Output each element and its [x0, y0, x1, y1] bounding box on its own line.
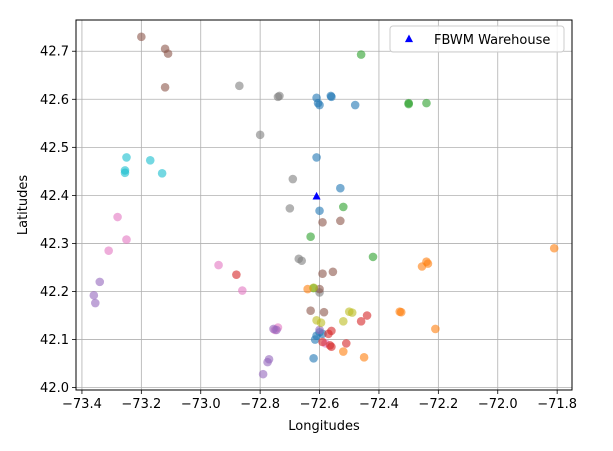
scatter-point	[316, 318, 326, 328]
scatter-point	[362, 311, 372, 320]
x-tick-label: −72.4	[359, 397, 399, 412]
legend-triangle-icon	[404, 34, 414, 43]
scatter-point	[214, 260, 223, 270]
y-tick-label: 42.6	[40, 93, 69, 108]
y-tick-label: 42.4	[40, 189, 69, 204]
scatter-point	[297, 256, 307, 266]
y-tick-label: 42.1	[40, 333, 69, 348]
scatter-point	[232, 270, 241, 279]
y-tick-label: 42.7	[40, 45, 69, 60]
scatter-point	[113, 212, 122, 222]
scatter-point	[238, 286, 247, 295]
scatter-point	[326, 91, 336, 101]
scatter-point	[255, 130, 265, 140]
x-tick-label: −72.2	[418, 397, 458, 412]
scatter-point	[359, 353, 369, 362]
x-tick-label: −73.2	[121, 397, 161, 412]
scatter-point	[309, 283, 318, 292]
scatter-point	[324, 329, 333, 339]
legend-label: FBWM Warehouse	[434, 33, 550, 48]
scatter-point	[336, 216, 345, 226]
data-points	[89, 32, 559, 379]
scatter-point	[89, 291, 99, 300]
plot-area	[76, 20, 572, 390]
scatter-point	[318, 269, 327, 279]
scatter-point	[288, 174, 298, 184]
warehouse-layer	[312, 191, 321, 200]
scatter-point	[306, 306, 315, 316]
warehouse-marker	[312, 191, 321, 200]
scatter-point	[163, 49, 173, 58]
scatter-point	[145, 156, 155, 165]
y-axis-ticks: 42.0 42.1 42.2 42.3 42.4 42.5 42.6 42.7	[40, 45, 76, 396]
y-tick-label: 42.5	[40, 141, 69, 156]
scatter-point	[341, 339, 351, 348]
scatter-point	[339, 347, 348, 356]
x-tick-label: −73.0	[181, 397, 221, 412]
scatter-point	[347, 308, 357, 317]
x-tick-label: −72.0	[478, 397, 518, 412]
scatter-point	[309, 353, 318, 363]
scatter-point	[396, 307, 406, 317]
scatter-point	[350, 100, 360, 110]
y-tick-label: 42.3	[40, 237, 69, 252]
x-tick-label: −71.8	[537, 397, 577, 412]
scatter-point	[91, 298, 100, 308]
scatter-point	[263, 357, 272, 367]
scatter-point	[235, 81, 244, 91]
scatter-point	[339, 202, 348, 212]
y-tick-label: 42.2	[40, 285, 69, 300]
scatter-point	[318, 337, 327, 347]
x-axis-label: Longitudes	[288, 419, 360, 434]
scatter-point	[404, 98, 413, 108]
scatter-point	[104, 246, 113, 255]
legend: FBWM Warehouse	[389, 25, 565, 53]
scatter-point	[157, 168, 167, 178]
scatter-point	[95, 277, 105, 287]
legend-box	[389, 25, 565, 53]
scatter-point	[313, 98, 323, 108]
scatter-point	[356, 316, 366, 326]
scatter-point	[327, 342, 336, 352]
scatter-point	[269, 324, 278, 334]
x-tick-label: −72.6	[300, 397, 340, 412]
scatter-point	[120, 168, 130, 178]
y-axis-label: Latitudes	[16, 175, 31, 236]
scatter-point	[356, 50, 366, 59]
scatter-point	[315, 325, 324, 335]
scatter-point	[549, 243, 559, 253]
scatter-point	[339, 316, 348, 326]
scatter-point	[310, 335, 320, 344]
scatter-point	[258, 369, 268, 379]
scatter-point	[368, 252, 378, 262]
scatter-point	[160, 82, 170, 92]
scatter-point	[137, 32, 146, 42]
scatter-point	[285, 204, 295, 213]
scatter-point	[312, 153, 321, 162]
plot-frame	[75, 19, 573, 391]
scatter-point	[328, 267, 338, 277]
x-tick-label: −73.4	[62, 397, 102, 412]
scatter-point	[422, 98, 431, 108]
scatter-point	[318, 217, 327, 227]
scatter-point	[417, 262, 427, 271]
scatter-point	[315, 206, 324, 216]
scatter-point	[336, 183, 345, 193]
y-tick-label: 42.0	[40, 381, 69, 396]
scatter-point	[431, 324, 440, 334]
x-axis-ticks: −73.4 −73.2 −73.0 −72.8 −72.6 −72.4 −72.2 −72.0…	[62, 390, 577, 412]
scatter-point	[306, 232, 315, 242]
scatter-point	[319, 307, 329, 317]
scatter-point	[275, 91, 284, 101]
scatter-point	[122, 153, 131, 162]
x-tick-label: −72.8	[240, 397, 280, 412]
scatter-point	[122, 235, 131, 244]
